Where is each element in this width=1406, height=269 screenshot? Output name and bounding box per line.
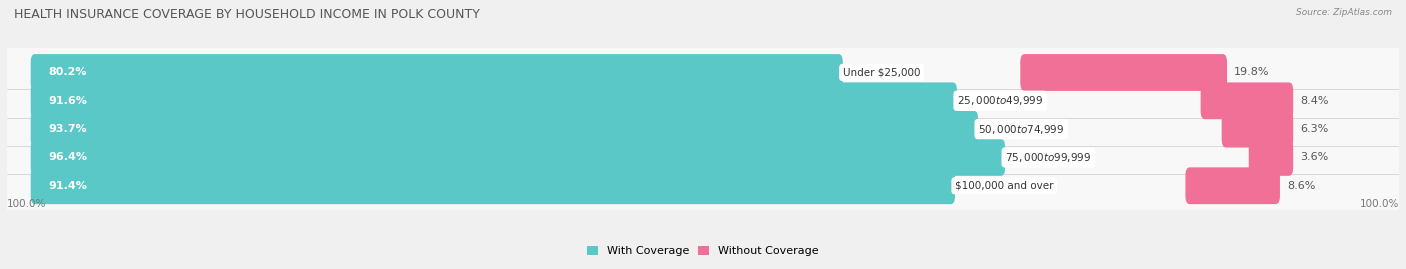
FancyBboxPatch shape bbox=[31, 139, 1005, 176]
FancyBboxPatch shape bbox=[0, 132, 1406, 183]
Text: $75,000 to $99,999: $75,000 to $99,999 bbox=[1005, 151, 1091, 164]
Text: 80.2%: 80.2% bbox=[49, 68, 87, 77]
Text: 8.4%: 8.4% bbox=[1301, 96, 1329, 106]
Text: 8.6%: 8.6% bbox=[1286, 181, 1315, 191]
FancyBboxPatch shape bbox=[0, 103, 1406, 155]
FancyBboxPatch shape bbox=[31, 82, 957, 119]
Text: Under $25,000: Under $25,000 bbox=[842, 68, 921, 77]
Text: 19.8%: 19.8% bbox=[1234, 68, 1270, 77]
Text: HEALTH INSURANCE COVERAGE BY HOUSEHOLD INCOME IN POLK COUNTY: HEALTH INSURANCE COVERAGE BY HOUSEHOLD I… bbox=[14, 8, 479, 21]
Text: $100,000 and over: $100,000 and over bbox=[955, 181, 1053, 191]
FancyBboxPatch shape bbox=[31, 111, 979, 147]
Text: 93.7%: 93.7% bbox=[49, 124, 87, 134]
Text: 91.4%: 91.4% bbox=[49, 181, 87, 191]
FancyBboxPatch shape bbox=[0, 160, 1406, 211]
Text: 91.6%: 91.6% bbox=[49, 96, 87, 106]
FancyBboxPatch shape bbox=[1249, 139, 1294, 176]
Legend: With Coverage, Without Coverage: With Coverage, Without Coverage bbox=[582, 242, 824, 261]
Text: 6.3%: 6.3% bbox=[1301, 124, 1329, 134]
Text: 96.4%: 96.4% bbox=[49, 153, 87, 162]
Text: $50,000 to $74,999: $50,000 to $74,999 bbox=[979, 123, 1064, 136]
Text: 100.0%: 100.0% bbox=[1360, 199, 1399, 209]
FancyBboxPatch shape bbox=[31, 167, 955, 204]
FancyBboxPatch shape bbox=[1021, 54, 1227, 91]
FancyBboxPatch shape bbox=[0, 47, 1406, 98]
Text: $25,000 to $49,999: $25,000 to $49,999 bbox=[957, 94, 1043, 107]
Text: 3.6%: 3.6% bbox=[1301, 153, 1329, 162]
FancyBboxPatch shape bbox=[1201, 82, 1294, 119]
FancyBboxPatch shape bbox=[31, 54, 842, 91]
FancyBboxPatch shape bbox=[0, 75, 1406, 127]
Text: 100.0%: 100.0% bbox=[7, 199, 46, 209]
FancyBboxPatch shape bbox=[1222, 111, 1294, 147]
FancyBboxPatch shape bbox=[1185, 167, 1279, 204]
Text: Source: ZipAtlas.com: Source: ZipAtlas.com bbox=[1296, 8, 1392, 17]
